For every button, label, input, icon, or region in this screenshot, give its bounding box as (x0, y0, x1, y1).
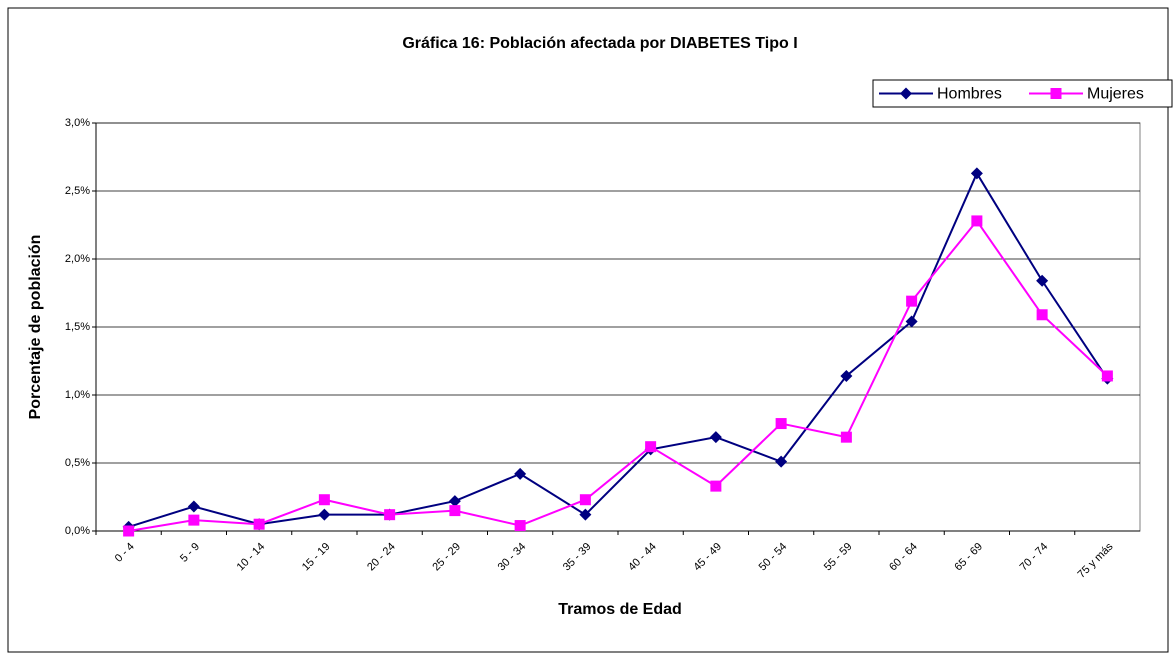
y-axis-label: Porcentaje de población (27, 235, 44, 420)
data-point (579, 494, 591, 506)
data-point (971, 215, 983, 227)
data-point (579, 508, 592, 521)
data-point (840, 431, 852, 443)
data-point (514, 520, 526, 532)
legend-marker (900, 87, 912, 100)
data-point (775, 418, 787, 430)
legend-label: Mujeres (1087, 86, 1144, 103)
y-tick-label: 3,0% (65, 117, 90, 129)
data-point (1036, 309, 1048, 321)
data-point (1036, 274, 1049, 287)
data-point (384, 509, 396, 521)
data-point (123, 525, 135, 537)
y-tick-label: 2,0% (65, 253, 90, 265)
y-tick-label: 0,0% (65, 525, 90, 537)
data-point (318, 508, 331, 521)
data-point (905, 315, 918, 328)
y-tick-label: 1,0% (65, 389, 90, 401)
data-point (840, 369, 853, 382)
data-point (710, 480, 722, 492)
data-point (970, 167, 983, 180)
chart-title: Gráfica 16: Población afectada por DIABE… (402, 35, 797, 52)
data-point (188, 514, 200, 526)
series-line (128, 219, 1109, 532)
data-point (448, 495, 461, 508)
series-line (128, 171, 1109, 528)
data-point (253, 518, 265, 530)
data-point (709, 431, 722, 444)
data-point (1101, 370, 1113, 382)
data-point (645, 441, 657, 453)
data-point (514, 467, 527, 480)
data-point (906, 295, 918, 307)
legend-label: Hombres (937, 86, 1002, 103)
data-point (318, 494, 330, 506)
y-tick-label: 0,5% (65, 457, 90, 469)
legend-marker (1050, 88, 1062, 99)
data-point (775, 455, 788, 468)
data-point (449, 505, 461, 517)
y-tick-label: 2,5% (65, 185, 90, 197)
data-point (187, 500, 200, 513)
x-axis-label: Tramos de Edad (558, 601, 682, 618)
y-tick-label: 1,5% (65, 321, 90, 333)
